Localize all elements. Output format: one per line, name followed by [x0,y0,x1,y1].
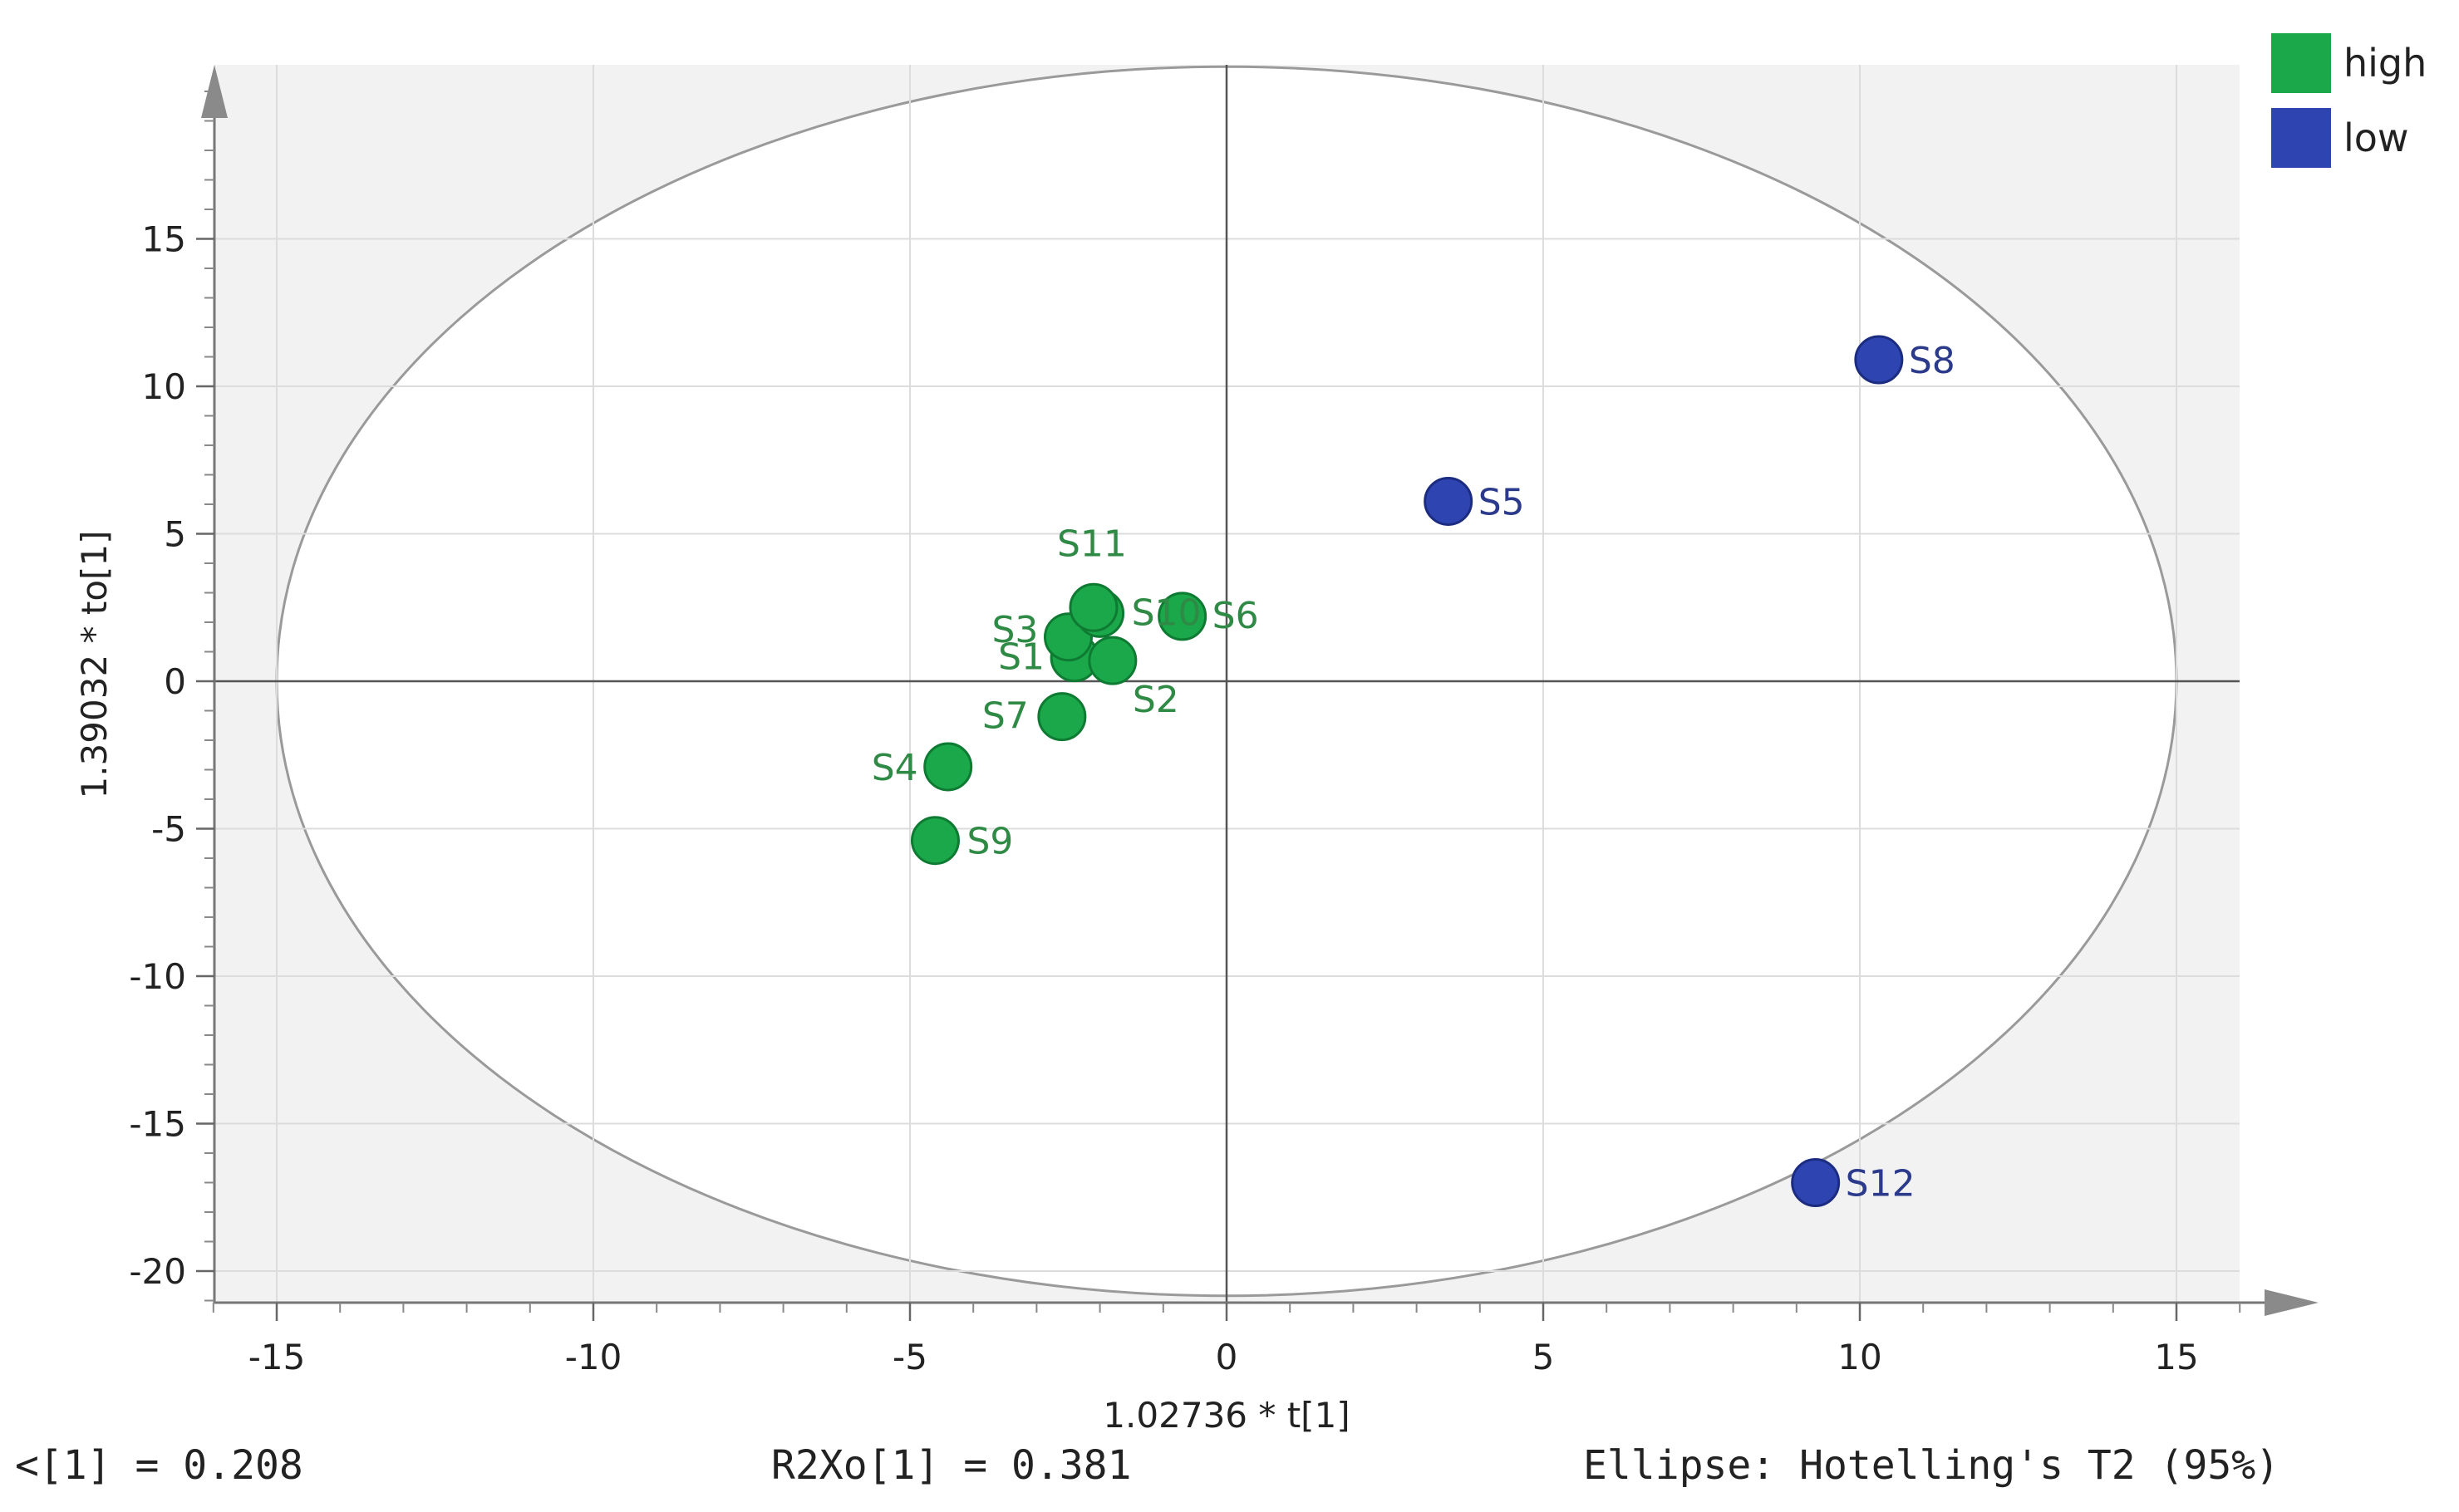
point-label-s1: S1 [998,636,1045,679]
y-tick-label: -10 [129,956,186,997]
y-tick-label: 15 [142,219,186,260]
y-tick-label: 10 [142,366,186,407]
point-s11 [1069,582,1119,632]
x-tick-label: 5 [1532,1337,1555,1377]
x-tick-label: -5 [893,1337,927,1377]
y-axis-title: 1.39032 * to[1] [74,530,115,798]
y-tick-label: -20 [129,1251,186,1292]
point-s6 [1158,592,1207,641]
point-label-s12: S12 [1846,1163,1916,1205]
x-tick-label: 15 [2154,1337,2198,1377]
point-s4 [923,742,973,792]
x-axis-arrow [2265,1289,2319,1316]
point-s5 [1424,476,1473,526]
point-label-s10: S10 [1132,592,1202,634]
zero-lines [214,65,2240,1303]
x-tick-label: -15 [248,1337,306,1377]
legend-label-low: low [2343,115,2409,160]
point-label-s9: S9 [966,821,1013,863]
legend: high low [2271,33,2427,168]
point-label-s3: S3 [992,609,1039,651]
point-s9 [910,816,960,866]
legend-label-high: high [2343,41,2427,86]
point-label-s2: S2 [1133,679,1179,721]
axes [201,65,2319,1316]
stat-r2xo: R2Xo[1] = 0.381 [771,1442,1131,1489]
y-tick-label: 0 [164,661,186,702]
legend-swatch-high [2271,33,2331,93]
point-label-s8: S8 [1909,340,1955,382]
point-label-s7: S7 [982,695,1029,738]
point-s2 [1088,636,1138,685]
point-s8 [1854,335,1904,385]
legend-swatch-low [2271,108,2331,168]
point-s12 [1791,1158,1841,1207]
axis-ticks: -15 -10 -5 0 5 10 15 15 10 5 0 -5 -10 -15 -20 [129,91,2241,1377]
x-tick-label: 0 [1216,1337,1238,1377]
point-label-s11: S11 [1057,523,1127,565]
point-label-s6: S6 [1212,595,1259,637]
point-label-s5: S5 [1478,481,1525,523]
point-label-s4: S4 [872,747,918,789]
x-tick-label: 10 [1837,1337,1881,1377]
x-axis-title: 1.02736 * t[1] [1103,1395,1350,1436]
y-tick-label: 5 [164,514,186,555]
stat-ellipse: Ellipse: Hotelling's T2 (95%) [1583,1442,2279,1489]
y-tick-label: -15 [129,1104,186,1145]
stat-left: <[1] = 0.208 [15,1442,303,1489]
y-tick-label: -5 [151,809,186,850]
point-s7 [1037,692,1087,742]
x-tick-label: -10 [565,1337,622,1377]
